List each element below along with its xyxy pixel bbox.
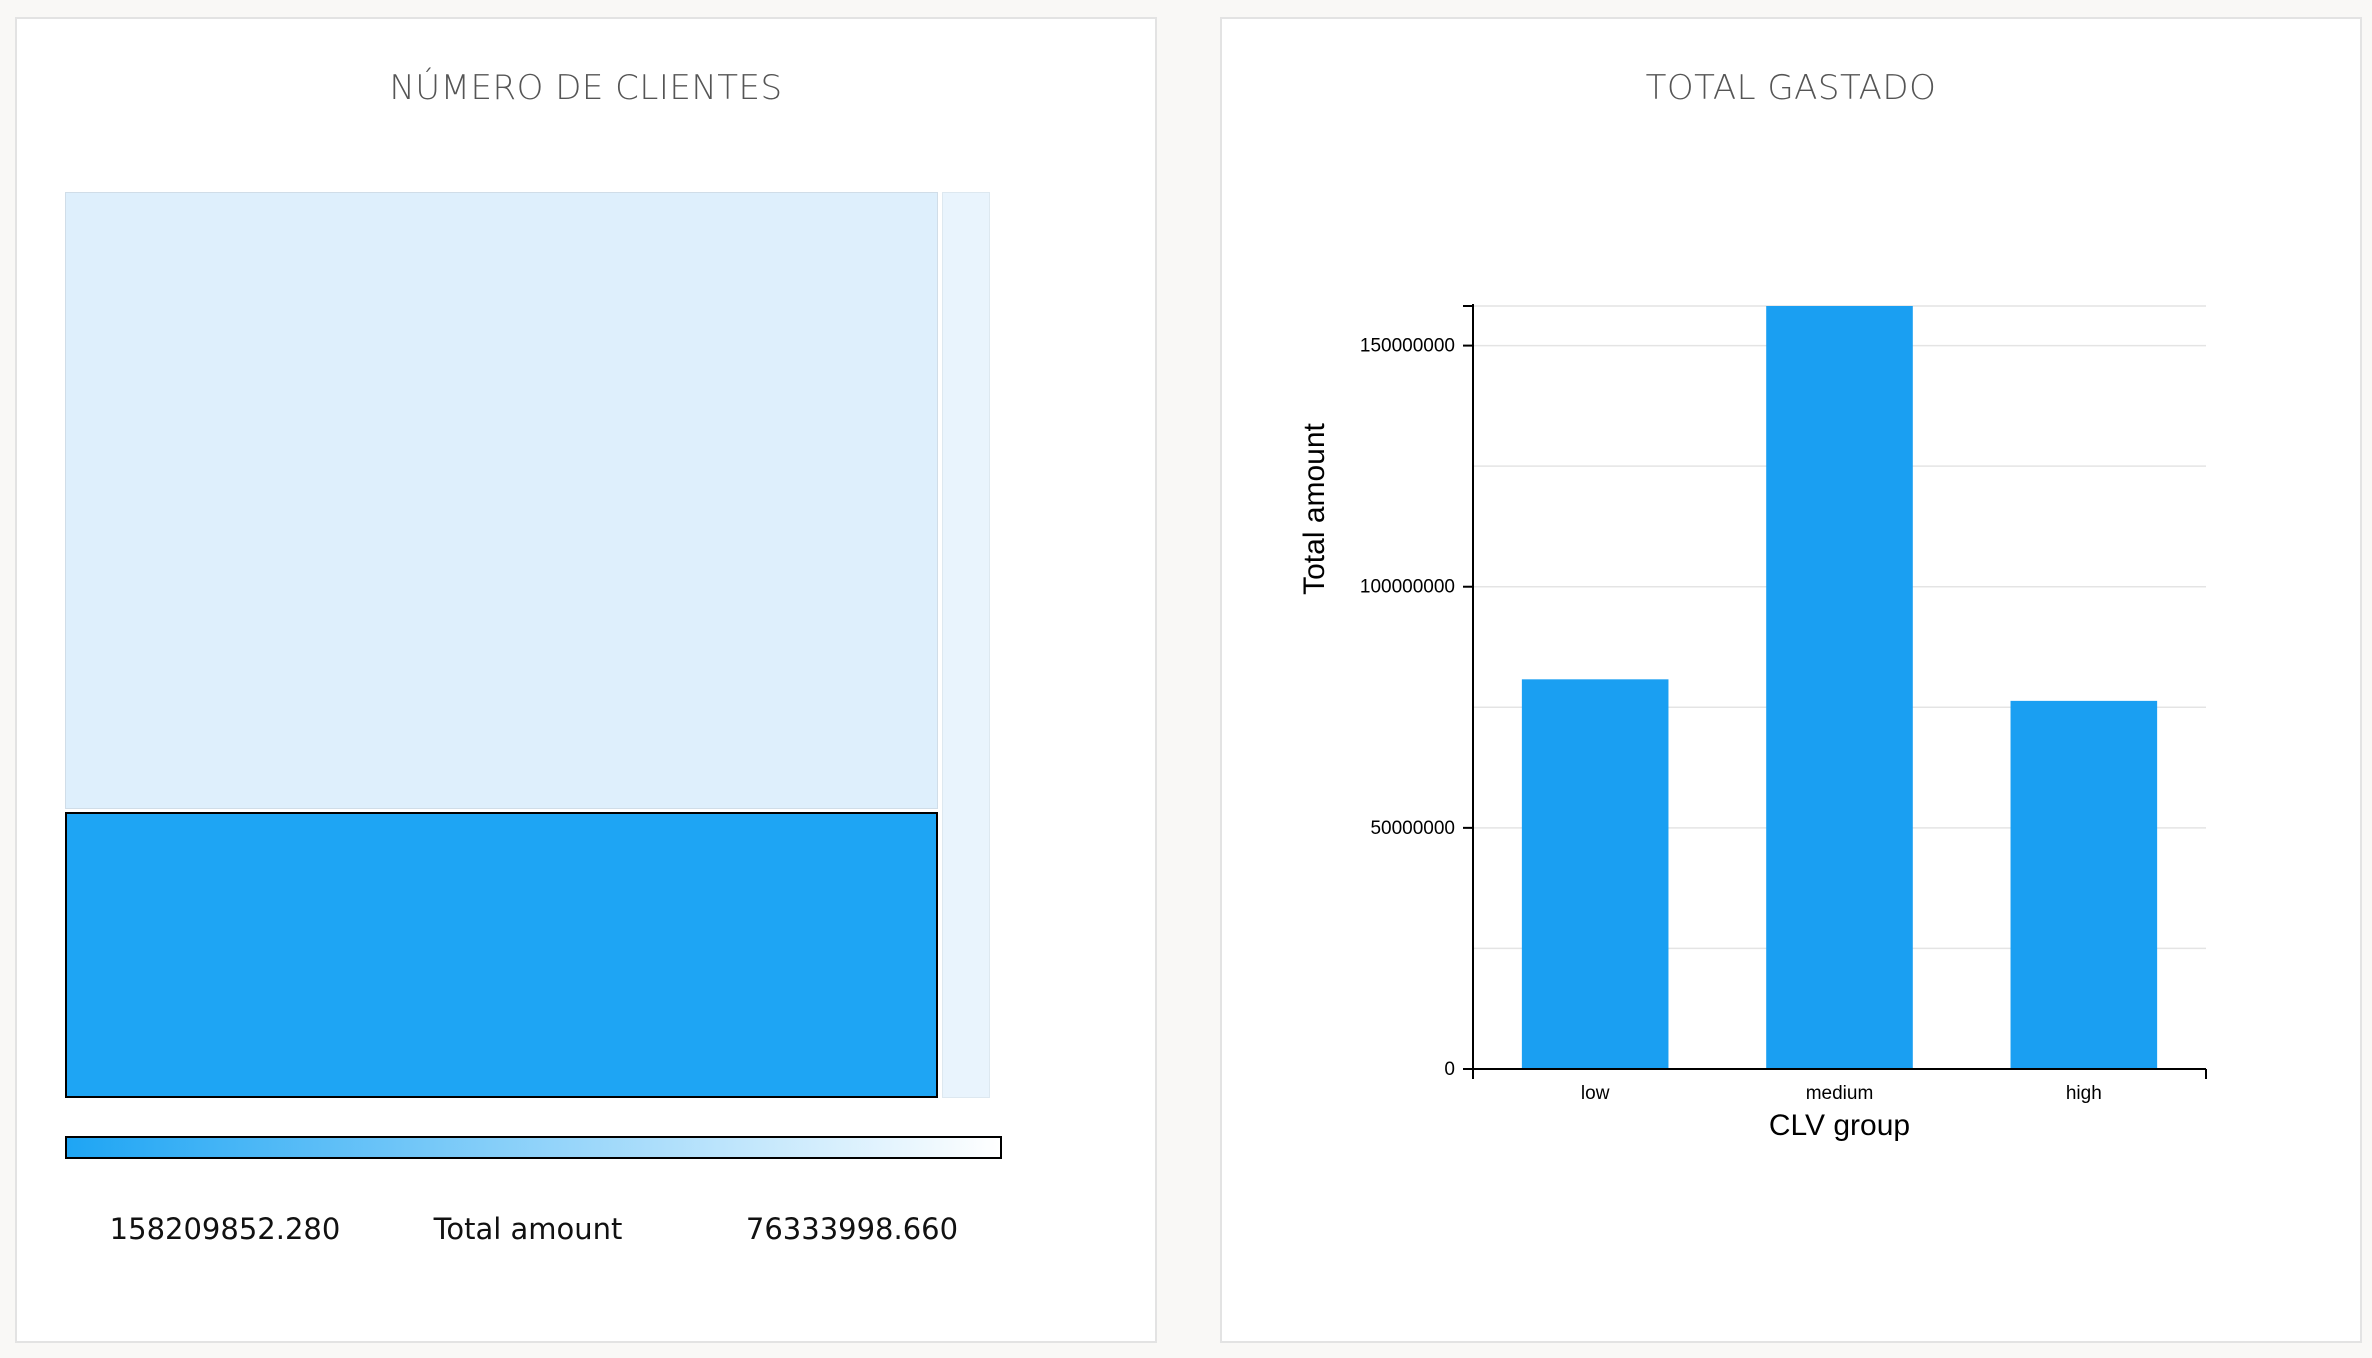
x-axis-title: CLV group	[1769, 1109, 1910, 1142]
bar-low[interactable]	[1521, 679, 1669, 1069]
treemap-cell-top[interactable]	[65, 192, 938, 809]
bar-chart-title: TOTAL GASTADO	[1645, 68, 1937, 108]
y-axis-title: Total amount	[1298, 422, 1331, 594]
treemap-title: NÚMERO DE CLIENTES	[389, 68, 783, 108]
bar-chart-svg: 0 50000000 100000000 150000000 low medium high…	[1298, 304, 2207, 1142]
x-tick-label: medium	[1806, 1083, 1874, 1104]
treemap-cell-bottom[interactable]	[65, 812, 938, 1098]
legend-title: Total amount	[433, 1212, 623, 1246]
bar-chart-panel: TOTAL GASTADO 0 50000000 100000000 15000000…	[1220, 17, 2362, 1343]
bar-medium[interactable]	[1766, 306, 1913, 1069]
bar-high[interactable]	[2010, 700, 2158, 1069]
y-tick-label: 150000000	[1360, 336, 1455, 357]
y-tick-label: 100000000	[1360, 577, 1455, 598]
treemap-panel: NÚMERO DE CLIENTES 158209852.280 Total a…	[15, 17, 1157, 1343]
y-tick-label: 0	[1444, 1059, 1455, 1080]
legend-min-label: 158209852.280	[109, 1212, 341, 1246]
y-tick-label: 50000000	[1370, 818, 1455, 839]
treemap-cell-side[interactable]	[942, 192, 990, 1098]
x-tick-label: low	[1581, 1083, 1610, 1104]
legend-gradient-bar	[65, 1136, 1002, 1159]
x-tick-label: high	[2066, 1083, 2102, 1104]
legend-max-label: 76333998.660	[745, 1212, 959, 1246]
